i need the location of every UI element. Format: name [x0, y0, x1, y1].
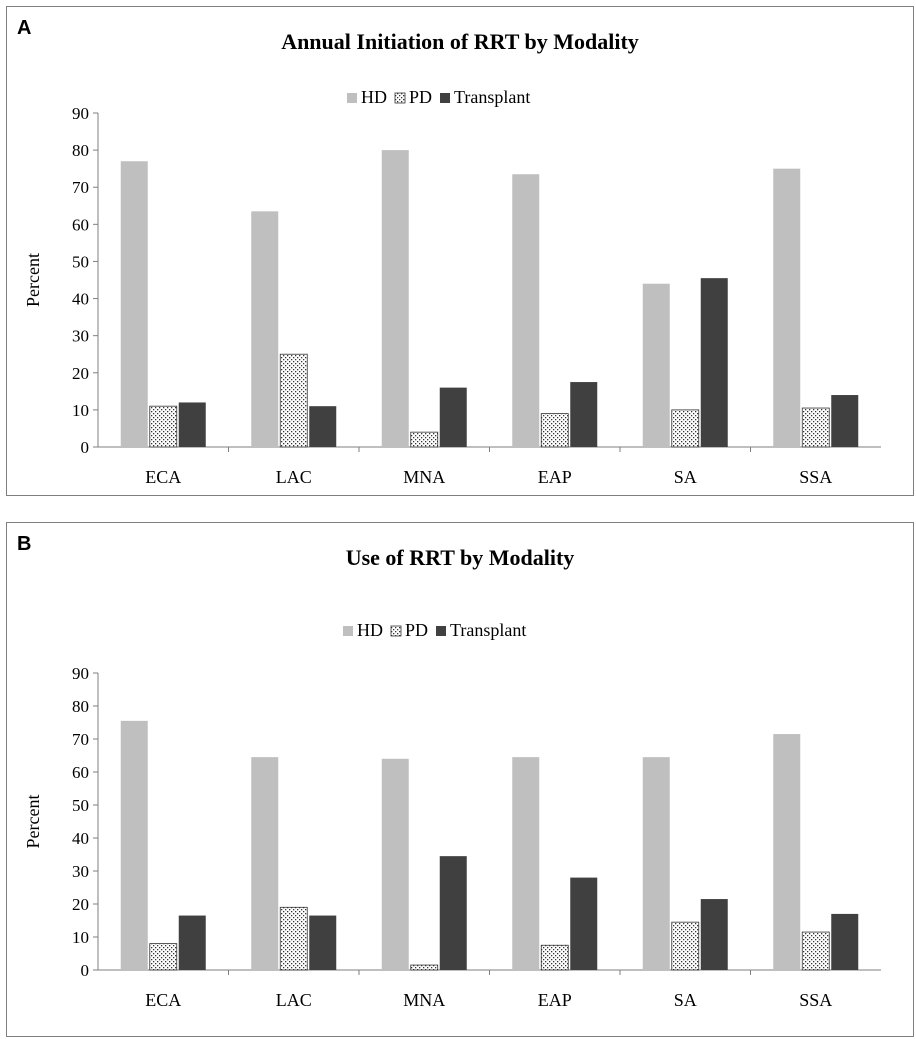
bar-hd-eca [120, 161, 148, 447]
y-tick-label: 10 [72, 401, 89, 420]
bar-transplant-mna [439, 387, 467, 447]
x-tick-label: EAP [538, 990, 572, 1010]
y-tick-label: 80 [72, 141, 89, 160]
bar-pd-mna [410, 431, 439, 448]
bar-pd-ssa [801, 931, 830, 971]
y-tick-label: 90 [72, 104, 89, 123]
bar-pd-sa [671, 921, 700, 971]
y-tick-label: 60 [72, 215, 89, 234]
bar-transplant-sa [700, 899, 728, 970]
legend-label-transplant: Transplant [454, 87, 530, 107]
bar-transplant-eca [178, 915, 206, 970]
y-tick-label: 60 [72, 763, 89, 782]
bar-hd-ssa [773, 168, 801, 447]
bar-transplant-ssa [831, 913, 859, 970]
y-tick-label: 40 [72, 290, 89, 309]
x-tick-label: LAC [276, 467, 312, 487]
legend-label-hd: HD [357, 620, 383, 640]
bar-hd-lac [251, 211, 279, 447]
legend: HD PD Transplant [347, 87, 530, 107]
y-tick-label: 30 [72, 862, 89, 881]
bar-chart-a: HD PD Transplant 0 10 20 30 40 50 60 70 80 90 Percent… [23, 87, 881, 487]
chart-panel-a: A Annual Initiation of RRT by Modality H… [6, 6, 914, 496]
bar-pd-lac [279, 353, 308, 448]
bar-pd-sa [671, 409, 700, 448]
bar-pd-ssa [801, 407, 830, 448]
x-tick-label: SSA [799, 990, 832, 1010]
bar-transplant-eca [178, 402, 206, 447]
x-tick-label: MNA [403, 990, 445, 1010]
legend-label-transplant: Transplant [450, 620, 526, 640]
bar-transplant-lac [309, 915, 337, 970]
legend-swatch-pd [390, 625, 402, 637]
panel-letter: A [17, 17, 32, 39]
x-tick-label: SA [674, 467, 697, 487]
legend-swatch-hd [343, 626, 353, 636]
y-tick-label: 50 [72, 252, 89, 271]
y-tick-label: 50 [72, 796, 89, 815]
legend-label-pd: PD [405, 620, 428, 640]
y-axis-label: Percent [23, 795, 43, 849]
y-tick-label: 0 [81, 438, 90, 457]
legend-swatch-transplant [440, 93, 451, 103]
bar-hd-eap [512, 757, 540, 970]
bar-transplant-eap [570, 382, 598, 447]
x-tick-label: ECA [145, 467, 181, 487]
bar-hd-lac [251, 757, 279, 970]
y-axis-label: Percent [23, 253, 43, 307]
bar-pd-mna [410, 964, 439, 971]
x-tick-label: MNA [403, 467, 445, 487]
chart-title: Use of RRT by Modality [345, 545, 575, 570]
bar-hd-sa [642, 757, 670, 970]
y-tick-label: 20 [72, 364, 89, 383]
panel-letter: B [17, 533, 32, 555]
chart-title: Annual Initiation of RRT by Modality [281, 29, 639, 54]
bar-transplant-mna [439, 856, 467, 970]
y-tick-label: 90 [72, 664, 89, 683]
bar-hd-sa [642, 283, 670, 447]
bar-transplant-ssa [831, 395, 859, 447]
chart-panel-b: B Use of RRT by Modality HD PD Transplant 0… [6, 522, 914, 1037]
x-tick-label: SSA [799, 467, 832, 487]
y-tick-label: 30 [72, 327, 89, 346]
y-tick-label: 10 [72, 928, 89, 947]
bar-hd-eap [512, 174, 540, 447]
y-tick-label: 80 [72, 697, 89, 716]
bar-pd-eca [149, 405, 178, 448]
bar-hd-mna [381, 758, 409, 970]
y-tick-label: 20 [72, 895, 89, 914]
y-tick-label: 70 [72, 730, 89, 749]
bar-transplant-lac [309, 406, 337, 447]
legend-label-pd: PD [409, 87, 432, 107]
bar-hd-mna [381, 150, 409, 447]
x-tick-label: ECA [145, 990, 181, 1010]
legend-swatch-transplant [436, 626, 447, 636]
legend-swatch-hd [347, 93, 357, 103]
bar-pd-eap [540, 944, 569, 971]
x-tick-label: EAP [538, 467, 572, 487]
y-tick-label: 0 [81, 961, 90, 980]
bar-pd-eap [540, 413, 569, 448]
bar-hd-ssa [773, 734, 801, 970]
bar-transplant-sa [700, 278, 728, 447]
bar-chart-b: HD PD Transplant 0 10 20 30 40 50 60 70 80 90 Percent… [23, 620, 881, 1010]
legend-label-hd: HD [361, 87, 387, 107]
legend-swatch-pd [394, 92, 406, 104]
x-tick-label: LAC [276, 990, 312, 1010]
y-tick-label: 70 [72, 178, 89, 197]
bar-transplant-eap [570, 877, 598, 970]
legend: HD PD Transplant [343, 620, 526, 640]
bar-pd-eca [149, 943, 178, 971]
x-tick-label: SA [674, 990, 697, 1010]
bar-hd-eca [120, 720, 148, 970]
y-tick-label: 40 [72, 829, 89, 848]
bar-pd-lac [279, 906, 308, 971]
